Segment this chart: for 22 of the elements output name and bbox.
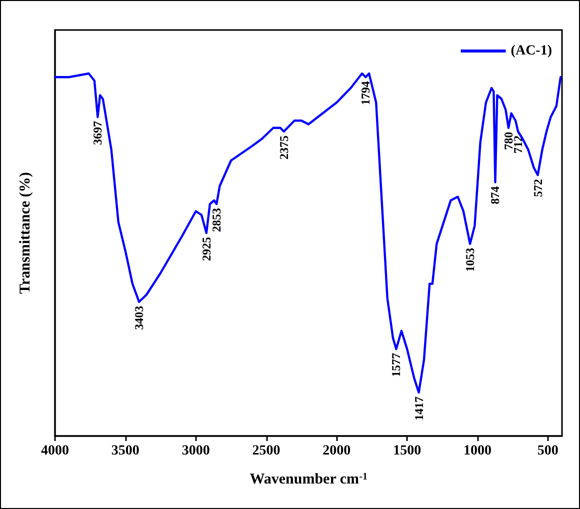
x-tick-label: 1500 [393, 444, 422, 458]
y-axis-title: Transmittance (%) [18, 172, 34, 294]
annotation: 2375 [276, 136, 291, 160]
annotation: 874 [488, 186, 502, 204]
annotation: 780 [501, 132, 516, 150]
annotation: 572 [530, 179, 545, 197]
x-tick-label: 2000 [322, 444, 351, 458]
annotation: 3697 [90, 121, 105, 145]
x-tick-label: 2500 [252, 444, 280, 458]
annotation: 1053 [463, 248, 478, 272]
x-tick-label: 3500 [111, 444, 140, 458]
annotation: 1577 [389, 353, 404, 377]
x-tick-label: 3000 [182, 444, 210, 458]
x-tick-label: 500 [537, 444, 558, 458]
annotation: 2925 [199, 237, 214, 261]
annotation: 2853 [210, 208, 224, 232]
x-tick-label: 1000 [464, 444, 492, 458]
legend-label: (AC-1) [510, 44, 552, 58]
annotation: 3403 [132, 306, 146, 330]
x-tick-label: 4000 [41, 444, 69, 458]
annotation: 1417 [412, 396, 426, 420]
annotation: 1794 [358, 81, 373, 106]
